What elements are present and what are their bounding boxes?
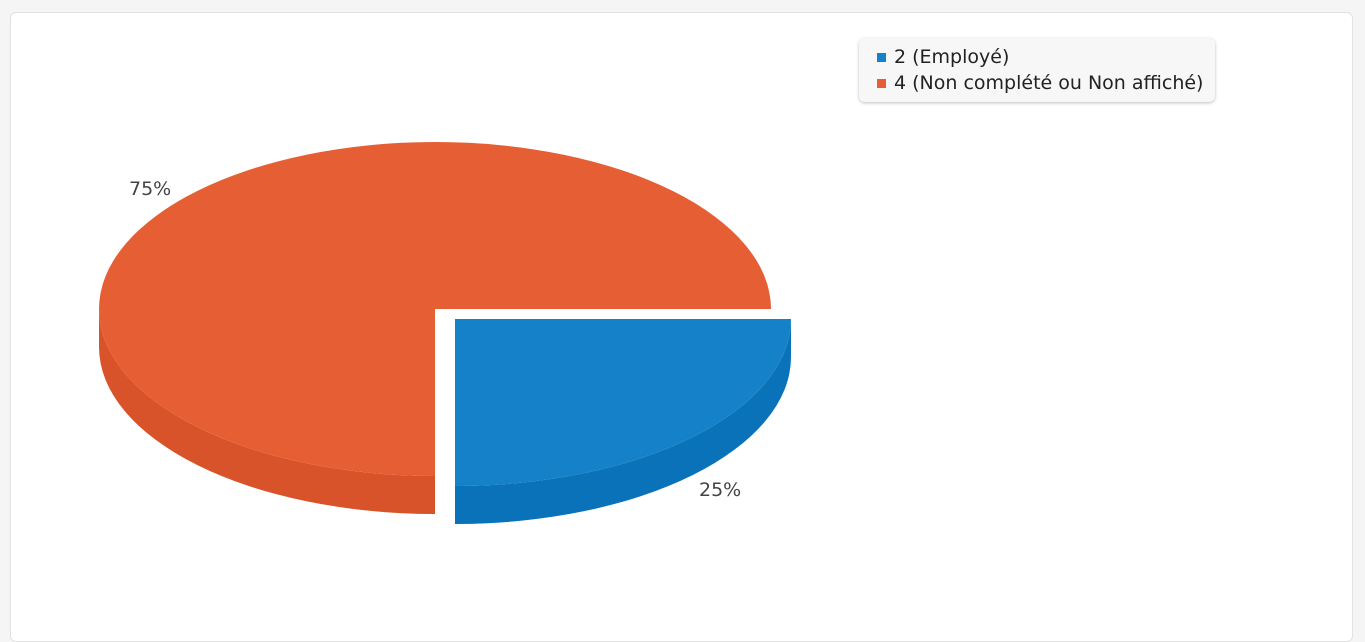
pie-slice-25[interactable] <box>455 319 791 486</box>
pie-slice-75[interactable] <box>99 142 771 476</box>
legend-swatch-non-complete <box>877 78 886 88</box>
legend-label-employe: 2 (Employé) <box>894 46 1010 68</box>
legend-item-employe[interactable]: 2 (Employé) <box>877 44 1203 70</box>
slice-label-25: 25% <box>699 479 741 501</box>
pie-slice-side-25 <box>455 319 791 524</box>
chart-panel: 75% 25% 2 (Employé) 4 (Non complété ou N… <box>10 12 1353 642</box>
pie-labels-group: 75% 25% <box>129 178 741 501</box>
legend-label-non-complete: 4 (Non complété ou Non affiché) <box>894 72 1204 94</box>
pie-slice-side-75 <box>99 309 435 514</box>
chart-legend: 2 (Employé) 4 (Non complété ou Non affic… <box>859 38 1216 102</box>
legend-swatch-employe <box>877 52 886 62</box>
pie-chart: 75% 25% <box>99 142 791 524</box>
legend-item-non-complete[interactable]: 4 (Non complété ou Non affiché) <box>877 70 1203 96</box>
slice-label-75: 75% <box>129 178 171 200</box>
pie-slices-group <box>99 142 791 524</box>
